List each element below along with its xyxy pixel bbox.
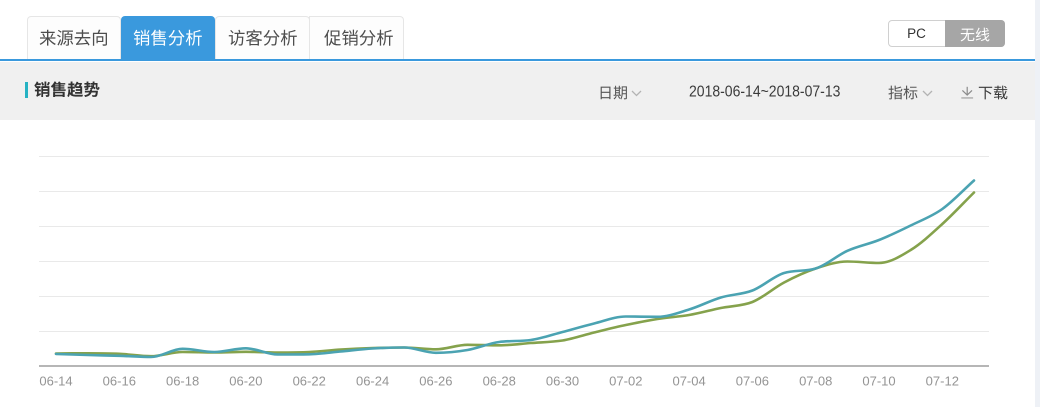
svg-text:07-12: 07-12 <box>926 374 959 389</box>
svg-text:06-26: 06-26 <box>419 374 452 389</box>
svg-text:06-14: 06-14 <box>39 374 72 389</box>
svg-text:06-24: 06-24 <box>356 374 389 389</box>
svg-text:06-28: 06-28 <box>483 374 516 389</box>
svg-text:07-02: 07-02 <box>609 374 642 389</box>
svg-text:07-04: 07-04 <box>672 374 705 389</box>
svg-text:06-18: 06-18 <box>166 374 199 389</box>
svg-text:07-10: 07-10 <box>862 374 895 389</box>
svg-text:06-30: 06-30 <box>546 374 579 389</box>
svg-text:06-22: 06-22 <box>293 374 326 389</box>
svg-text:07-08: 07-08 <box>799 374 832 389</box>
svg-text:06-16: 06-16 <box>103 374 136 389</box>
svg-text:06-20: 06-20 <box>229 374 262 389</box>
svg-text:07-06: 07-06 <box>736 374 769 389</box>
